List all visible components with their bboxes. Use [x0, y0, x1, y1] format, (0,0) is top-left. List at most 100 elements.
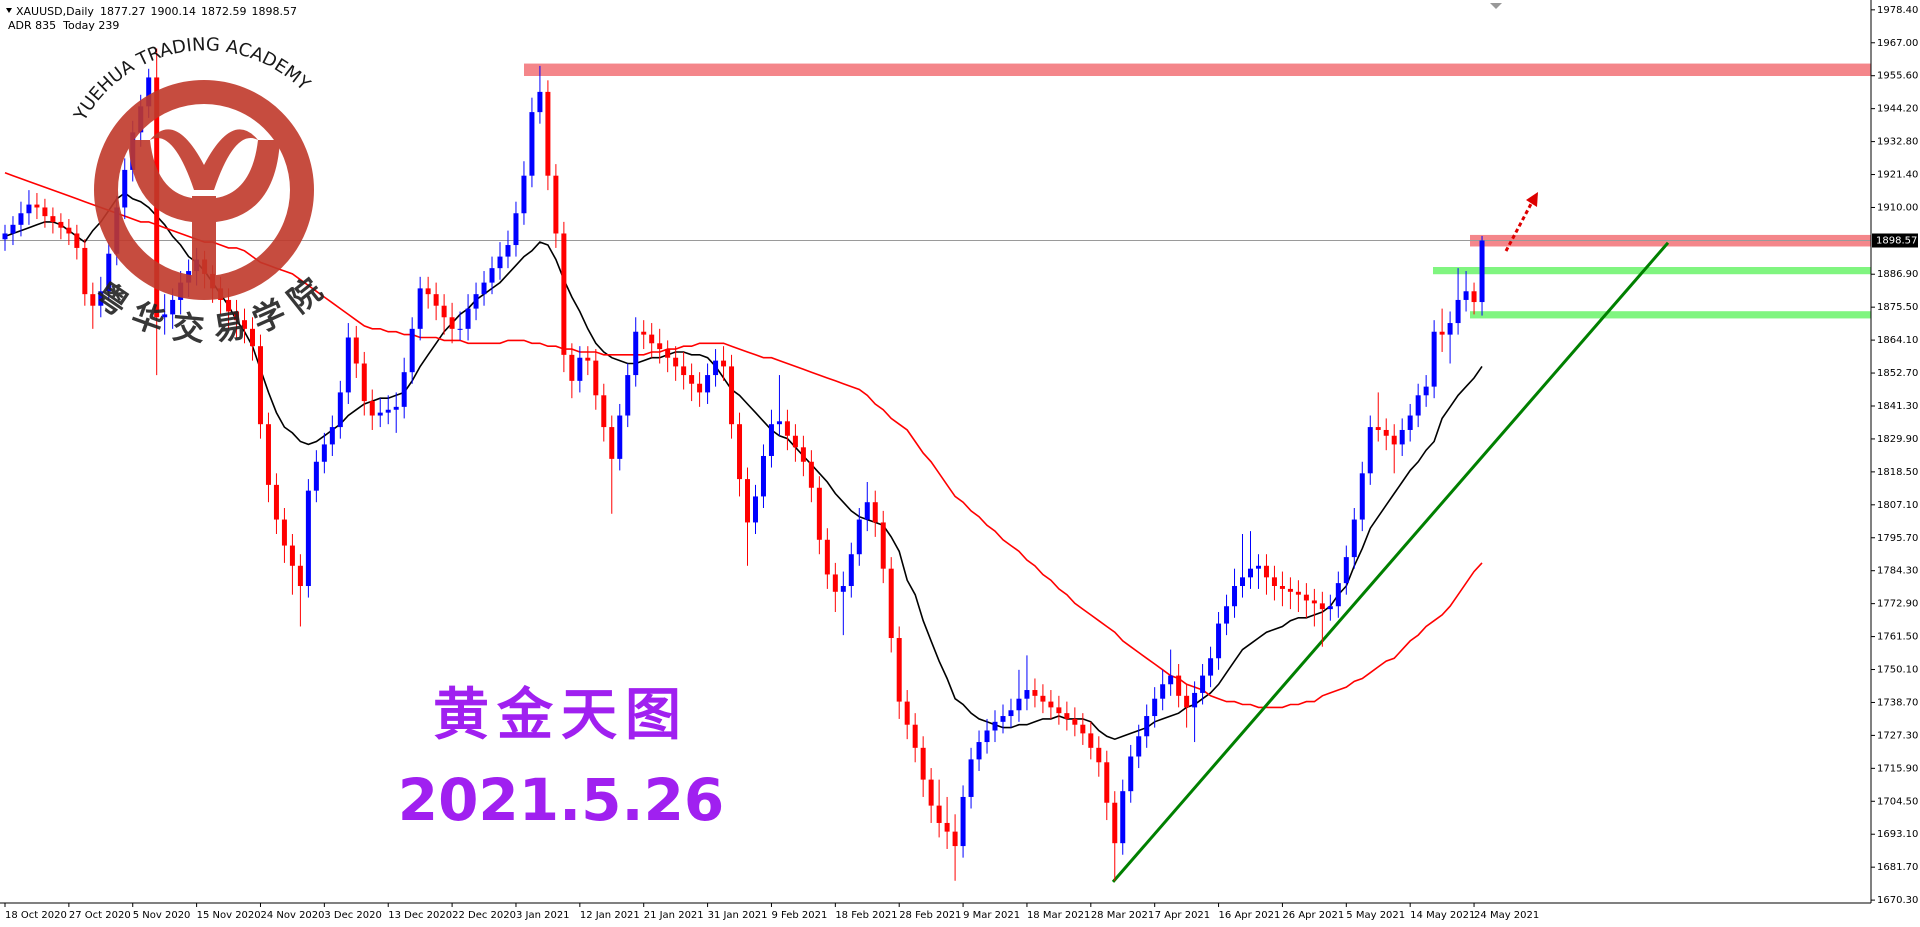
x-tick-label: 24 May 2021 — [1474, 910, 1539, 921]
price-label: 1898.57 — [1876, 236, 1917, 247]
candle-body — [681, 366, 687, 376]
low: 1872.59 — [201, 5, 247, 18]
x-tick-label: 26 Apr 2021 — [1282, 910, 1344, 921]
x-tick-label: 27 Oct 2020 — [69, 910, 131, 921]
x-tick-label: 28 Mar 2021 — [1091, 910, 1154, 921]
candle-body — [1271, 577, 1277, 587]
candle-body — [1080, 724, 1086, 734]
x-tick-label: 5 Nov 2020 — [133, 910, 191, 921]
candle-body — [226, 299, 232, 312]
candle-body — [1184, 695, 1190, 708]
candle-body — [146, 77, 152, 107]
candle-body — [58, 221, 64, 228]
high: 1900.14 — [150, 5, 196, 18]
candle-body — [489, 268, 495, 283]
candle-body — [377, 412, 383, 416]
candle-body — [417, 288, 423, 329]
candle-body — [593, 360, 599, 396]
x-tick-label: 18 Oct 2020 — [5, 910, 67, 921]
candle-body — [816, 487, 822, 540]
candle-body — [625, 375, 631, 416]
y-tick-label: 1886.90 — [1877, 269, 1918, 280]
candle-body — [1399, 429, 1405, 445]
candle-body — [665, 349, 671, 358]
candle-body — [34, 204, 40, 208]
logo-leaf-right — [216, 140, 280, 222]
candle-body — [313, 461, 319, 491]
candle-body — [800, 447, 806, 462]
candle-body — [1088, 733, 1094, 748]
candle-body — [561, 233, 567, 355]
candle-body — [265, 424, 271, 485]
info-line: ADR 835 Today 239 — [8, 19, 119, 32]
candle-body — [337, 392, 343, 428]
x-tick-label: 24 Nov 2020 — [260, 910, 324, 921]
candle-body — [936, 805, 942, 823]
y-tick-label: 1704.50 — [1877, 796, 1918, 807]
x-tick-label: 22 Dec 2020 — [452, 910, 516, 921]
candle-body — [1056, 707, 1062, 714]
candle-body — [1391, 435, 1397, 445]
zone — [1470, 311, 1871, 319]
candle-body — [1000, 716, 1006, 722]
x-tick-label: 7 Apr 2021 — [1155, 910, 1210, 921]
candle-body — [82, 247, 88, 295]
arrow-head — [1526, 192, 1538, 207]
candle-body — [752, 496, 758, 523]
candle-body — [1327, 606, 1333, 610]
y-tick-label: 1738.70 — [1877, 697, 1918, 708]
shift-marker — [1490, 3, 1502, 9]
candle-body — [601, 395, 607, 428]
y-tick-label: 1829.90 — [1877, 434, 1918, 445]
candle-body — [249, 328, 255, 347]
y-tick-label: 1944.20 — [1877, 104, 1918, 115]
candle-body — [1407, 415, 1413, 430]
candle-body — [617, 415, 623, 459]
candle-body — [50, 216, 56, 222]
candle-body — [673, 357, 679, 367]
x-tick-label: 9 Mar 2021 — [963, 910, 1020, 921]
candle-body — [768, 424, 774, 456]
candle-body — [1383, 429, 1389, 436]
candle-body — [896, 638, 902, 702]
candle-body — [928, 779, 934, 806]
zone — [524, 63, 1871, 76]
x-tick-label: 16 Apr 2021 — [1219, 910, 1281, 921]
candle-body — [465, 308, 471, 329]
candle-body — [1048, 701, 1054, 708]
candle-body — [537, 91, 543, 113]
candle-body — [513, 213, 519, 246]
y-tick-label: 1967.00 — [1877, 38, 1918, 49]
candle-body — [1295, 591, 1301, 595]
candle-body — [242, 320, 248, 329]
y-tick-label: 1670.30 — [1877, 895, 1918, 906]
candle-body — [401, 372, 407, 407]
candle-body — [1431, 331, 1437, 387]
candle-body — [1463, 291, 1469, 300]
open: 1877.27 — [100, 5, 146, 18]
candle-body — [1447, 323, 1453, 335]
candle-body — [257, 346, 263, 425]
candle-body — [872, 502, 878, 523]
candle-body — [1192, 692, 1198, 708]
candle-body — [481, 282, 487, 295]
y-tick-label: 1932.80 — [1877, 137, 1918, 148]
candle-body — [1072, 718, 1078, 725]
candle-body — [960, 796, 966, 847]
candle-body — [273, 484, 279, 520]
candle-body — [1247, 568, 1253, 578]
candle-body — [553, 175, 559, 234]
candle-body — [1224, 606, 1230, 624]
candle-body — [369, 401, 375, 416]
candle-body — [840, 586, 846, 592]
candle-body — [122, 169, 128, 208]
candle-body — [433, 294, 439, 306]
price-box — [1872, 233, 1918, 248]
date-text: 2021.5.26 — [398, 766, 725, 834]
candle-body — [385, 409, 391, 413]
candle-body — [1367, 427, 1373, 474]
arrow-shaft — [1504, 203, 1533, 252]
candle-body — [1136, 736, 1142, 757]
header-line: XAUUSD,Daily 1877.27 1900.14 1872.59 1898.57 — [16, 5, 297, 18]
candle-body — [1208, 658, 1214, 676]
